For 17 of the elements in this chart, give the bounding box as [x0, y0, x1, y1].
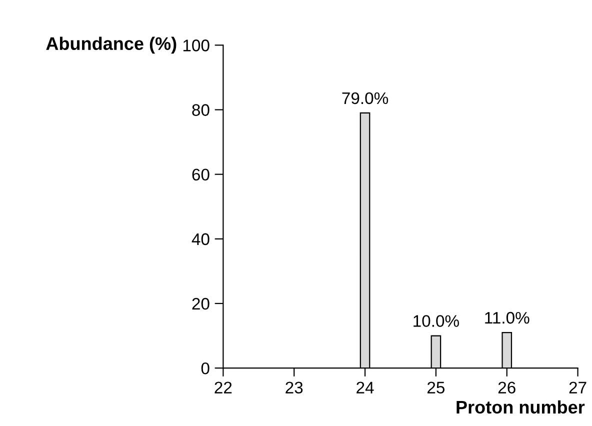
y-axis-title: Abundance (%) — [46, 36, 176, 54]
x-tick-label: 23 — [286, 382, 303, 394]
data-label: 79.0% — [342, 92, 388, 104]
x-tick-label: 24 — [356, 382, 374, 394]
y-tick-label: 80 — [192, 104, 210, 116]
x-tick-label: 26 — [498, 382, 516, 394]
data-label: 10.0% — [414, 315, 459, 327]
y-tick-label: 100 — [183, 40, 210, 52]
x-tick-label: 25 — [428, 382, 445, 394]
y-tick-label: 20 — [192, 298, 210, 310]
y-tick-label: 0 — [201, 362, 210, 374]
data-label: 11.0% — [485, 312, 530, 324]
x-tick-label: 22 — [214, 382, 232, 394]
y-tick-label: 60 — [192, 168, 210, 181]
x-axis-title: Proton number — [456, 400, 585, 414]
x-tick-label: 27 — [569, 382, 586, 394]
y-tick-label: 40 — [192, 233, 210, 246]
